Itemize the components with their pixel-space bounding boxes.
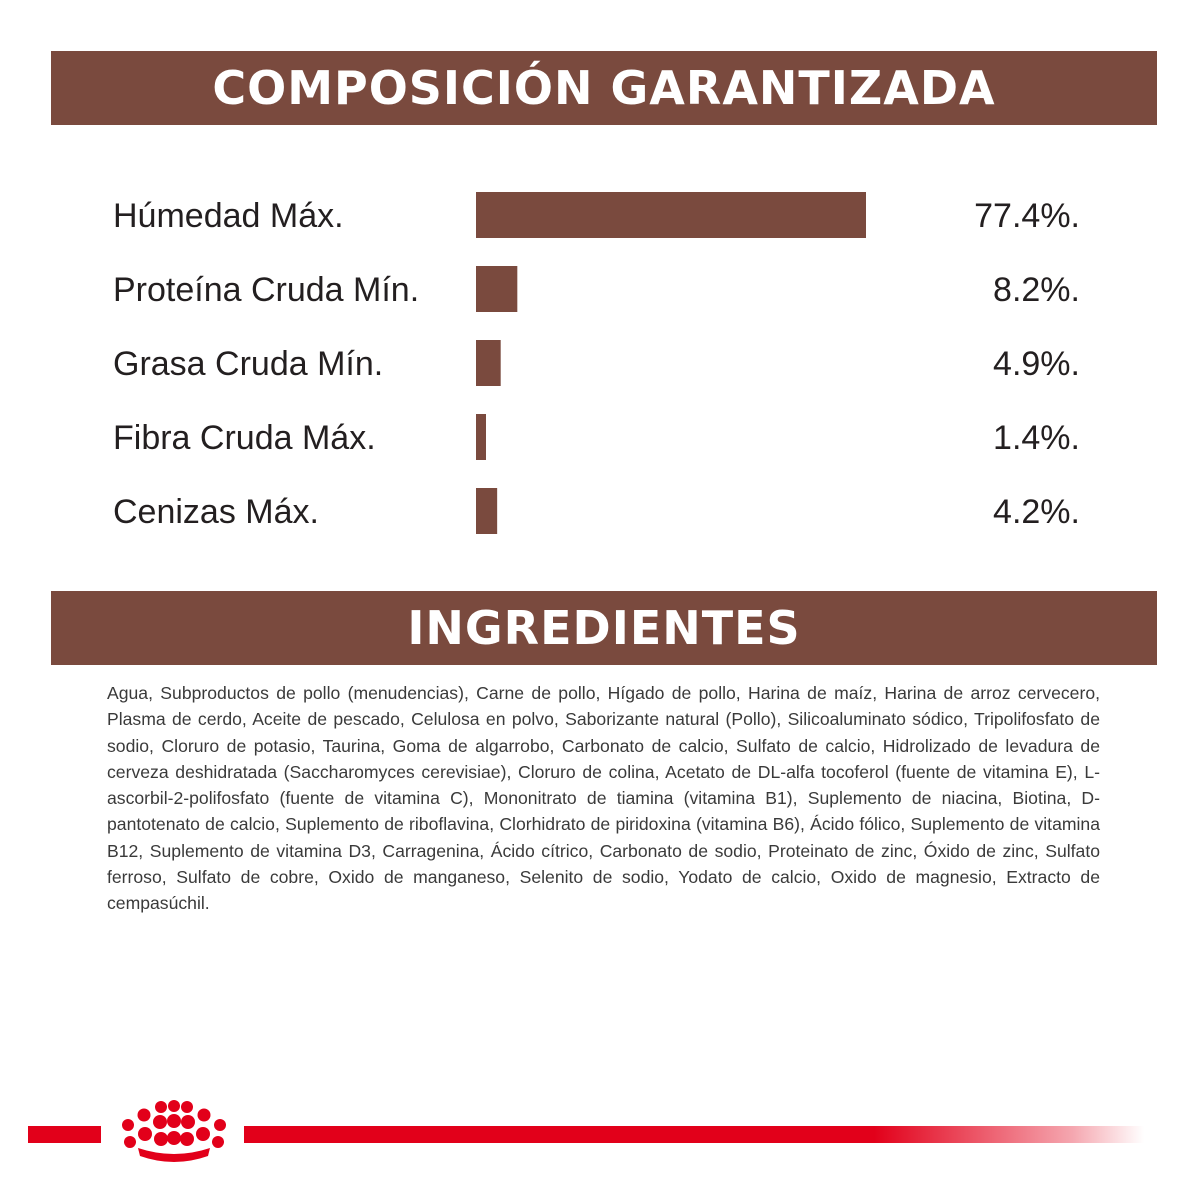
bar bbox=[476, 340, 501, 386]
value-label: 8.2%. bbox=[993, 271, 1080, 309]
footer-red-line-right bbox=[244, 1126, 1144, 1143]
composition-banner: COMPOSICIÓN GARANTIZADA bbox=[51, 51, 1157, 125]
category-label: Cenizas Máx. bbox=[113, 493, 319, 531]
footer-red-line-left bbox=[28, 1126, 101, 1143]
bar bbox=[476, 192, 866, 238]
category-label: Húmedad Máx. bbox=[113, 197, 344, 235]
ingredients-list: Agua, Subproductos de pollo (menudencias… bbox=[107, 683, 1100, 914]
category-label: Grasa Cruda Mín. bbox=[113, 345, 383, 383]
value-label: 77.4%. bbox=[974, 197, 1080, 235]
category-label: Fibra Cruda Máx. bbox=[113, 419, 376, 457]
value-label: 4.9%. bbox=[993, 345, 1080, 383]
ingredients-title: INGREDIENTES bbox=[407, 601, 801, 655]
crown-icon bbox=[122, 1100, 226, 1162]
value-label: 1.4%. bbox=[993, 419, 1080, 457]
bar bbox=[476, 266, 518, 312]
nutrient-bar-chart: Húmedad Máx. 77.4%. Proteína Cruda Mín. 8.2… bbox=[113, 192, 1080, 534]
category-label: Proteína Cruda Mín. bbox=[113, 271, 419, 309]
value-label: 4.2%. bbox=[993, 493, 1080, 531]
ingredients-banner: INGREDIENTES bbox=[51, 591, 1157, 665]
composition-title: COMPOSICIÓN GARANTIZADA bbox=[212, 61, 996, 115]
bar bbox=[476, 414, 486, 460]
bar bbox=[476, 488, 498, 534]
